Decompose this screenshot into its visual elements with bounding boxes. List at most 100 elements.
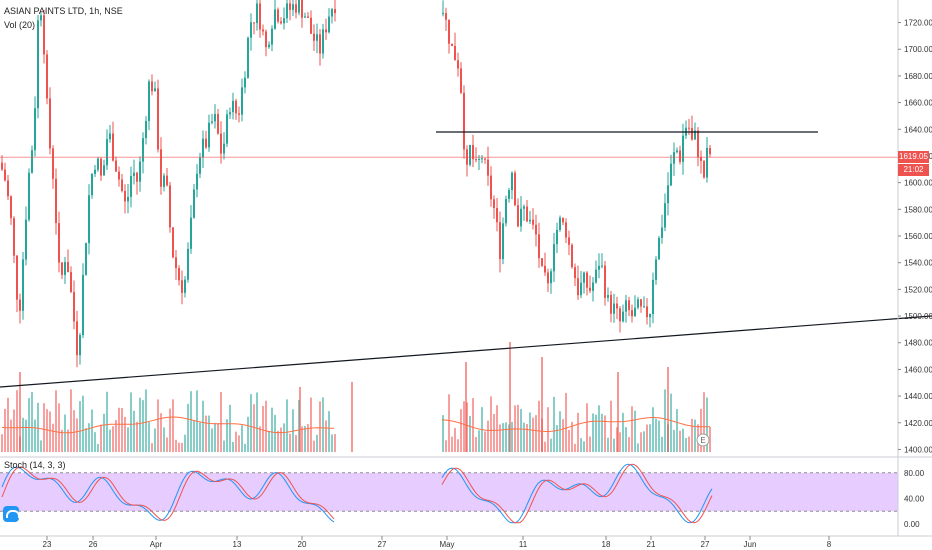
- volume-bar: [509, 342, 511, 452]
- volume-bar: [127, 427, 129, 452]
- candle-body: [703, 160, 705, 178]
- last-price-label: 1619.05: [898, 151, 929, 163]
- candle-body: [625, 300, 627, 312]
- volume-bar: [31, 391, 33, 452]
- candle-body: [223, 143, 225, 154]
- volume-bar: [574, 443, 576, 452]
- volume-bar: [190, 391, 192, 452]
- volume-bar: [454, 428, 456, 452]
- volume-bar: [154, 428, 156, 452]
- candle-body: [55, 178, 57, 224]
- tradingview-logo-icon[interactable]: [3, 506, 20, 522]
- candle-body: [283, 18, 285, 24]
- volume-bar: [465, 362, 467, 452]
- candle-body: [253, 22, 255, 24]
- candle-body: [541, 258, 543, 266]
- candle-body: [109, 133, 111, 140]
- volume-bar: [49, 411, 51, 452]
- candle-body: [34, 108, 36, 151]
- symbol-title[interactable]: ASIAN PAINTS LTD, 1h, NSE: [4, 6, 123, 16]
- price-tick-label: 1560.00: [904, 232, 932, 241]
- volume-bar: [4, 408, 6, 452]
- volume-bar: [619, 432, 621, 452]
- candle-body: [613, 303, 615, 314]
- candle-body: [661, 227, 663, 238]
- volume-bar: [136, 421, 138, 452]
- candle-body: [493, 199, 495, 209]
- volume-bar: [598, 405, 600, 452]
- stochastic-pane: [0, 463, 898, 524]
- volume-bar: [487, 420, 489, 452]
- volume-bar: [106, 391, 108, 452]
- volume-bar: [589, 436, 591, 452]
- candle-body: [43, 15, 45, 55]
- volume-bar: [595, 414, 597, 452]
- candle-body: [562, 217, 564, 223]
- price-tick-label: 1440.00: [904, 392, 932, 401]
- candle-body: [595, 269, 597, 283]
- volume-bar: [601, 413, 603, 452]
- volume-bar: [313, 440, 315, 452]
- candle-body: [592, 282, 594, 291]
- candle-body: [478, 158, 480, 160]
- volume-bar: [634, 410, 636, 452]
- volume-bar: [160, 413, 162, 452]
- candle-body: [508, 190, 510, 199]
- candle-body: [196, 173, 198, 190]
- candle-body: [190, 217, 192, 249]
- candle-body: [166, 175, 168, 186]
- candle-body: [664, 203, 666, 228]
- volume-bar: [124, 416, 126, 452]
- stoch-tick-label: 40.00: [904, 494, 925, 503]
- volume-bar: [52, 423, 54, 452]
- candle-body: [490, 175, 492, 200]
- drawing-lines[interactable]: [0, 131, 932, 388]
- volume-bar: [556, 425, 558, 452]
- volume-bar: [700, 408, 702, 452]
- volume-bar: [130, 392, 132, 452]
- candle-body: [547, 272, 549, 284]
- candle-body: [649, 314, 651, 318]
- candle-body: [241, 87, 243, 115]
- time-tick-label: 27: [701, 540, 710, 549]
- volume-bar: [673, 430, 675, 452]
- volume-bar: [472, 398, 474, 452]
- volume-bar: [67, 429, 69, 452]
- volume-bar: [331, 434, 333, 452]
- volume-bar: [649, 424, 651, 452]
- candle-body: [202, 138, 204, 158]
- volume-bar: [187, 403, 189, 452]
- volume-bar: [286, 399, 288, 452]
- stoch-tick-label: 0.00: [904, 520, 920, 529]
- candle-body: [133, 172, 135, 177]
- candle-body: [40, 15, 42, 21]
- volume-legend[interactable]: Vol (20): [4, 20, 36, 30]
- volume-bar: [541, 357, 543, 452]
- candle-body: [187, 248, 189, 280]
- volume-bar: [325, 420, 327, 452]
- candle-body: [520, 208, 522, 227]
- candle-body: [550, 271, 552, 284]
- candle-body: [517, 205, 519, 227]
- time-tick-label: 23: [43, 540, 52, 549]
- volume-bar: [199, 422, 201, 452]
- volume-bar: [151, 443, 153, 452]
- volume-bar: [280, 427, 282, 452]
- volume-bar: [28, 398, 30, 452]
- volume-bar: [448, 394, 450, 452]
- volume-bar: [553, 396, 555, 452]
- volume-bar: [526, 424, 528, 452]
- volume-bar: [121, 408, 123, 452]
- volume-bar: [706, 397, 708, 452]
- candle-body: [37, 20, 39, 109]
- volume-bar: [562, 419, 564, 452]
- candle-body: [136, 172, 138, 182]
- volume-bar: [301, 426, 303, 452]
- stoch-legend[interactable]: Stoch (14, 3, 3): [4, 460, 66, 470]
- candle-body: [496, 208, 498, 223]
- volume-bar: [46, 409, 48, 452]
- volume-bar: [202, 400, 204, 452]
- candle-body: [619, 308, 621, 322]
- candle-body: [127, 196, 129, 202]
